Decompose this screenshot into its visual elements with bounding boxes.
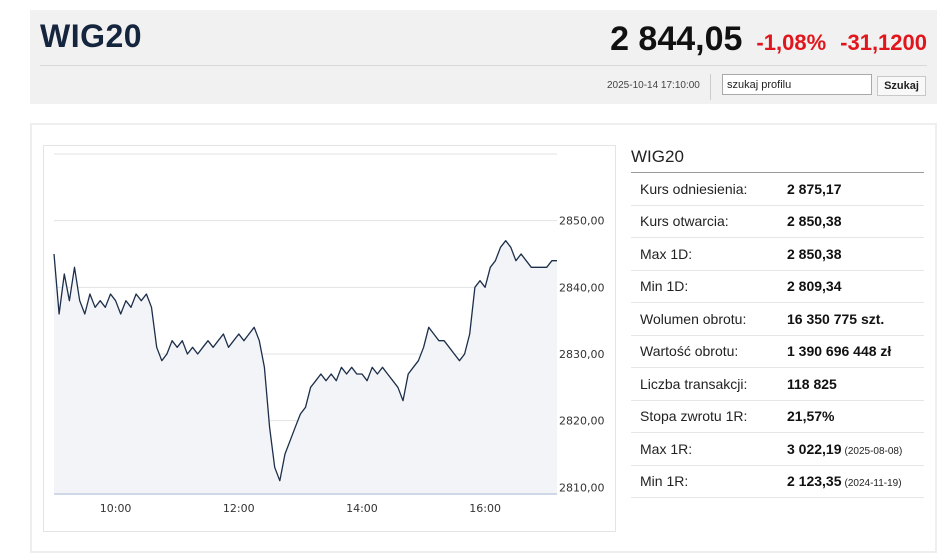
stats-label: Max 1D: — [631, 237, 787, 271]
stats-label: Wartość obrotu: — [631, 335, 787, 368]
stats-row: Kurs otwarcia: 2 850,38 — [631, 205, 924, 238]
series-area — [54, 240, 557, 494]
stats-row: Min 1R: 2 123,35 (2024-11-19) — [631, 465, 924, 498]
stats-row: Max 1R: 3 022,19 (2025-08-08) — [631, 432, 924, 466]
stats-value: 2 850,38 — [787, 237, 924, 271]
y-tick-label: 2810,00 — [559, 481, 605, 494]
stats-panel: WIG20 Kurs odniesienia: 2 875,17 Kurs otwa… — [631, 146, 924, 498]
stats-row: Max 1D: 2 850,38 — [631, 237, 924, 271]
stats-value: 1 390 696 448 zł — [787, 335, 924, 368]
stats-row: Kurs odniesienia: 2 875,17 — [631, 173, 924, 206]
stats-value: 3 022,19 (2025-08-08) — [787, 432, 924, 466]
index-title: WIG20 — [40, 18, 143, 54]
index-price: 2 844,05 — [610, 20, 743, 58]
stats-value: 2 123,35 (2024-11-19) — [787, 465, 924, 498]
quote-header: WIG20 2 844,05 -1,08% -31,1200 2025-10-1… — [30, 10, 937, 104]
stats-value-text: 3 022,19 — [787, 440, 842, 457]
stats-value-text: 1 390 696 448 zł — [787, 343, 892, 360]
stats-label: Min 1R: — [631, 465, 787, 498]
y-tick-label: 2840,00 — [559, 281, 605, 294]
stats-row: Wartość obrotu: 1 390 696 448 zł — [631, 335, 924, 368]
x-tick-label: 12:00 — [223, 502, 255, 515]
x-tick-label: 16:00 — [469, 502, 501, 515]
search-button[interactable]: Szukaj — [877, 76, 926, 96]
stats-label: Max 1R: — [631, 432, 787, 466]
x-tick-label: 14:00 — [346, 502, 378, 515]
stats-table: Kurs odniesienia: 2 875,17 Kurs otwarcia: 2… — [631, 173, 924, 498]
stats-value-text: 2 809,34 — [787, 278, 842, 295]
stats-value-text: 118 825 — [787, 375, 837, 392]
stats-value: 21,57% — [787, 400, 924, 433]
stats-row: Wolumen obrotu: 16 350 775 szt. — [631, 302, 924, 336]
stats-value-date: (2025-08-08) — [844, 445, 903, 457]
stats-value-text: 2 850,38 — [787, 245, 842, 262]
stats-label: Wolumen obrotu: — [631, 302, 787, 336]
chart-svg: 2810,00 2820,00 2830,00 2840,00 2850,00 10:0… — [53, 153, 605, 515]
header-divider — [40, 65, 927, 66]
header-separator — [710, 74, 711, 100]
stats-value: 16 350 775 szt. — [787, 302, 924, 336]
stats-value-text: 2 850,38 — [787, 213, 842, 230]
change-absolute: -31,1200 — [840, 30, 927, 55]
stats-value: 2 850,38 — [787, 205, 924, 238]
stats-label: Liczba transakcji: — [631, 367, 787, 401]
stats-value: 2 875,17 — [787, 173, 924, 206]
stats-label: Kurs otwarcia: — [631, 205, 787, 238]
stats-row: Min 1D: 2 809,34 — [631, 270, 924, 303]
stats-value-text: 2 875,17 — [787, 180, 842, 197]
x-tick-label: 10:00 — [100, 502, 132, 515]
stats-label: Kurs odniesienia: — [631, 173, 787, 206]
y-tick-label: 2850,00 — [559, 215, 605, 228]
y-tick-label: 2830,00 — [559, 348, 605, 361]
stats-row: Stopa zwrotu 1R: 21,57% — [631, 400, 924, 433]
series-line — [53, 240, 557, 482]
profile-search-input[interactable] — [722, 74, 872, 95]
y-tick-label: 2820,00 — [559, 415, 605, 428]
stats-value-text: 16 350 775 szt. — [787, 310, 885, 327]
change-percent: -1,08% — [756, 30, 827, 55]
stats-value-text: 21,57% — [787, 408, 835, 425]
quote-summary: 2 844,05 -1,08% -31,1200 — [610, 20, 927, 59]
quote-datetime: 2025-10-14 17:10:00 — [607, 80, 700, 91]
stats-value: 2 809,34 — [787, 270, 924, 303]
stats-title: WIG20 — [631, 146, 924, 173]
stats-value: 118 825 — [787, 367, 924, 401]
intraday-chart: 2810,00 2820,00 2830,00 2840,00 2850,00 10:0… — [43, 145, 616, 532]
stats-label: Stopa zwrotu 1R: — [631, 400, 787, 433]
stats-row: Liczba transakcji: 118 825 — [631, 367, 924, 401]
stats-label: Min 1D: — [631, 270, 787, 303]
stats-value-text: 2 123,35 — [787, 473, 842, 490]
stats-value-date: (2024-11-19) — [844, 478, 902, 490]
